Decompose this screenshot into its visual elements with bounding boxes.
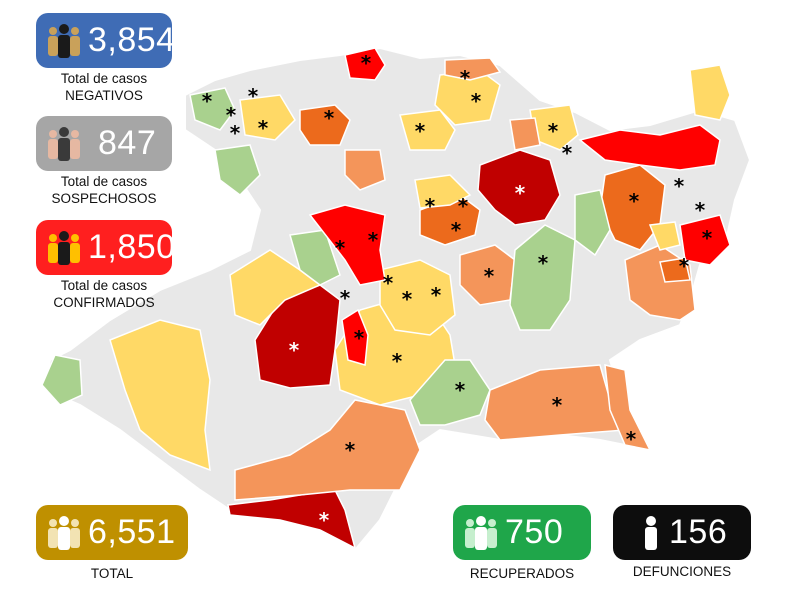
marker: * — [202, 89, 213, 113]
marker: * — [324, 106, 335, 130]
marker: * — [340, 286, 351, 310]
region-north-green-1 — [189, 87, 236, 131]
region-north-orange-2 — [444, 57, 502, 81]
sospechosos-badge: 847 — [36, 116, 172, 171]
marker: * — [289, 338, 300, 362]
person-icon — [645, 515, 657, 550]
confirmados-value: 1,850 — [88, 228, 176, 266]
region-ne-darkred — [477, 149, 561, 226]
people-group-icon — [465, 515, 497, 550]
marker: * — [538, 251, 549, 275]
recuperados-value: 750 — [505, 513, 564, 551]
region-ne-red-2 — [679, 214, 731, 266]
region-north-yellow-2 — [399, 109, 456, 151]
people-group-icon — [48, 515, 80, 550]
municipality-regions — [41, 47, 731, 550]
negativos-caption: Total de casos NEGATIVOS — [36, 70, 172, 104]
marker: * — [415, 119, 426, 143]
region-center-green-2 — [289, 229, 341, 286]
marker: * — [361, 51, 372, 75]
people-group-icon — [48, 230, 80, 265]
region-west-yellow — [109, 319, 211, 472]
marker: * — [319, 508, 330, 532]
confirmados-label-line1: Total de casos — [60, 278, 148, 293]
marker: * — [484, 264, 495, 288]
marker: * — [695, 198, 706, 222]
marker: * — [629, 189, 640, 213]
region-ne-yellow — [689, 64, 731, 121]
sospechosos-caption: Total de casos SOSPECHOSOS — [36, 173, 172, 207]
region-center-yellow-2 — [379, 259, 456, 336]
marker: * — [562, 141, 573, 165]
defunciones-label: DEFUNCIONES — [632, 564, 732, 579]
sospechosos-label-line2: SOSPECHOSOS — [51, 191, 157, 206]
marker: * — [548, 119, 559, 143]
marker: * — [674, 174, 685, 198]
confirmados-badge: 1,850 — [36, 220, 175, 275]
marker: * — [455, 378, 466, 402]
marker: * — [626, 427, 637, 451]
region-center-yellow-4 — [414, 174, 472, 209]
marker: * — [335, 236, 346, 260]
defunciones-value: 156 — [669, 513, 728, 551]
marker: * — [431, 283, 442, 307]
region-north-orange-3 — [509, 117, 541, 151]
marker: * — [471, 89, 482, 113]
region-center-orange-4 — [344, 149, 386, 191]
people-group-icon — [48, 23, 80, 58]
marker: * — [425, 194, 436, 218]
marker: * — [679, 254, 690, 278]
region-north-orange-1 — [299, 104, 351, 146]
region-center-green-1 — [409, 359, 491, 426]
region-south-orange — [234, 399, 421, 501]
region-center-red-small — [341, 308, 369, 366]
region-center-red-2 — [308, 204, 386, 286]
marker: * — [226, 103, 237, 127]
region-coast-sw — [227, 489, 357, 550]
marker: * — [248, 84, 259, 108]
negativos-value: 3,854 — [88, 21, 176, 59]
confirmados-caption: Total de casos CONFIRMADOS — [36, 277, 172, 311]
region-east-yellow-small — [648, 221, 681, 251]
region-west-green-small — [41, 354, 83, 406]
marker: * — [451, 218, 462, 242]
marker: * — [354, 326, 365, 350]
marker: * — [383, 271, 394, 295]
total-badge: 6,551 — [36, 505, 188, 560]
marker: * — [392, 349, 403, 373]
marker: * — [230, 121, 241, 145]
region-north-green-2 — [214, 144, 261, 196]
marker: * — [460, 66, 471, 90]
recuperados-badge: 750 — [453, 505, 591, 560]
region-center-yellow-3 — [229, 249, 322, 326]
people-group-icon — [48, 126, 80, 161]
marker: * — [552, 393, 563, 417]
region-ne-red-1 — [578, 124, 721, 171]
sospechosos-value: 847 — [98, 124, 157, 162]
region-center-green-4 — [574, 189, 611, 257]
region-north-yellow-3 — [239, 94, 296, 141]
case-markers: * * * * * * * * * * * * * * * * * * * * … — [202, 51, 713, 532]
negativos-label-line1: Total de casos — [60, 71, 148, 86]
negativos-badge: 3,854 — [36, 13, 175, 68]
marker: * — [258, 116, 269, 140]
confirmados-label-line2: CONFIRMADOS — [53, 295, 155, 310]
marker: * — [702, 226, 713, 250]
region-center-green-3 — [509, 224, 576, 331]
sospechosos-label-line1: Total de casos — [60, 174, 148, 189]
region-east-orange-3 — [604, 364, 652, 452]
region-east-orange-small — [659, 257, 691, 283]
region-north-red-1 — [344, 47, 386, 81]
total-value: 6,551 — [88, 513, 176, 551]
recuperados-label: RECUPERADOS — [469, 566, 575, 581]
marker: * — [458, 194, 469, 218]
negativos-label-line2: NEGATIVOS — [65, 88, 143, 103]
total-label: TOTAL — [90, 566, 134, 581]
marker: * — [515, 181, 526, 205]
marker: * — [345, 438, 356, 462]
marker: * — [402, 287, 413, 311]
marker: * — [368, 228, 379, 252]
defunciones-badge: 156 — [613, 505, 751, 560]
